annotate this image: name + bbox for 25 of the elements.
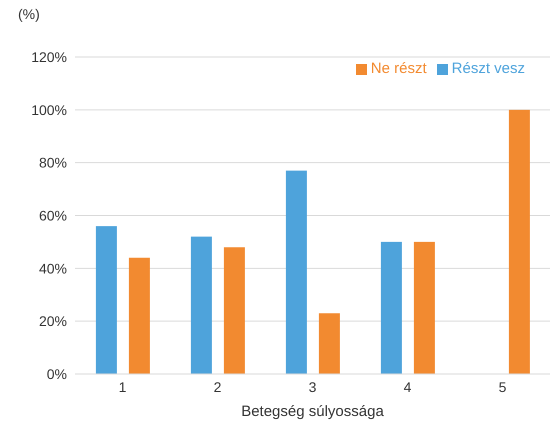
y-tick-label: 100%	[31, 102, 67, 118]
y-tick-label: 20%	[38, 313, 67, 330]
legend-label: Ne részt	[370, 60, 427, 77]
bar	[286, 170, 307, 374]
legend-label: Részt vesz	[452, 60, 525, 77]
y-tick-label: 40%	[38, 260, 67, 276]
bar	[414, 242, 435, 374]
y-tick-label: 120%	[31, 48, 67, 65]
x-tick-label: 1	[118, 378, 127, 395]
bar	[96, 226, 117, 374]
y-tick-label: 60%	[38, 207, 67, 224]
x-axis-title: Betegség súlyossága	[241, 403, 384, 420]
bar	[508, 110, 530, 374]
x-tick-label: 5	[498, 378, 507, 395]
bar	[128, 258, 150, 374]
y-tick-label: 80%	[38, 154, 67, 171]
bar	[318, 313, 340, 374]
y-tick-label: 0%	[46, 366, 67, 382]
x-tick-label: 2	[214, 378, 222, 395]
bar	[224, 247, 245, 374]
bar	[380, 242, 402, 374]
bar	[190, 236, 212, 374]
y-axis-title: (%)	[18, 6, 40, 22]
x-tick-label: 4	[404, 378, 412, 395]
x-tick-label: 3	[308, 378, 317, 395]
